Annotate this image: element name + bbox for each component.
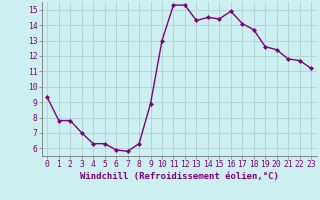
X-axis label: Windchill (Refroidissement éolien,°C): Windchill (Refroidissement éolien,°C) [80, 172, 279, 181]
